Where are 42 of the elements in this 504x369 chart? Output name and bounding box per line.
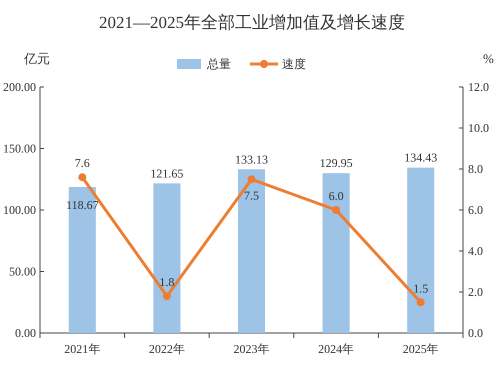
data-label: 6.0 — [328, 189, 344, 203]
x-tick-label: 2023年 — [234, 342, 270, 356]
point — [248, 175, 256, 184]
data-label: 7.6 — [74, 156, 90, 170]
bar — [238, 169, 266, 333]
y2-axis-title: % — [483, 51, 494, 66]
legend-label: 总量 — [206, 57, 231, 71]
data-label: 133.13 — [235, 152, 268, 166]
x-tick-label: 2021年 — [64, 342, 100, 356]
bar — [322, 173, 350, 333]
x-tick-label: 2022年 — [148, 342, 185, 356]
point — [332, 206, 340, 214]
y-tick-label: 100.00 — [3, 203, 36, 217]
x-tick-label: 2024年 — [318, 342, 354, 356]
y-tick-label: 0.00 — [15, 326, 36, 340]
chart-title: 2021—2025年全部工业增加值及增长速度 — [99, 13, 405, 32]
x-tick-label: 2025年 — [402, 342, 439, 356]
y2-tick-label: 6.0 — [468, 203, 483, 217]
point — [162, 292, 171, 300]
y2-tick-label: 0.0 — [468, 326, 483, 340]
y-tick-label: 200.00 — [3, 80, 36, 94]
bar — [153, 183, 180, 333]
point — [416, 298, 425, 306]
data-label: 129.95 — [320, 156, 353, 170]
bar — [68, 187, 96, 333]
data-label: 1.5 — [413, 281, 428, 296]
data-label: 121.65 — [150, 166, 184, 180]
y2-tick-label: 12.0 — [468, 80, 489, 94]
y2-tick-label: 8.0 — [468, 162, 483, 176]
data-label: 118.67 — [66, 198, 99, 212]
y2-tick-label: 4.0 — [468, 244, 483, 258]
data-label: 7.5 — [244, 188, 259, 202]
y2-tick-label: 2.0 — [468, 285, 483, 299]
bar — [407, 168, 434, 333]
legend-label: 速度 — [282, 57, 306, 71]
y-tick-label: 50.00 — [9, 264, 36, 278]
data-label: 134.43 — [404, 150, 438, 165]
y2-tick-label: 10.0 — [468, 121, 489, 135]
y-axis-title: 亿元 — [23, 51, 50, 66]
y-tick-label: 150.00 — [3, 142, 36, 156]
data-label: 1.8 — [159, 275, 174, 290]
point — [78, 173, 86, 182]
